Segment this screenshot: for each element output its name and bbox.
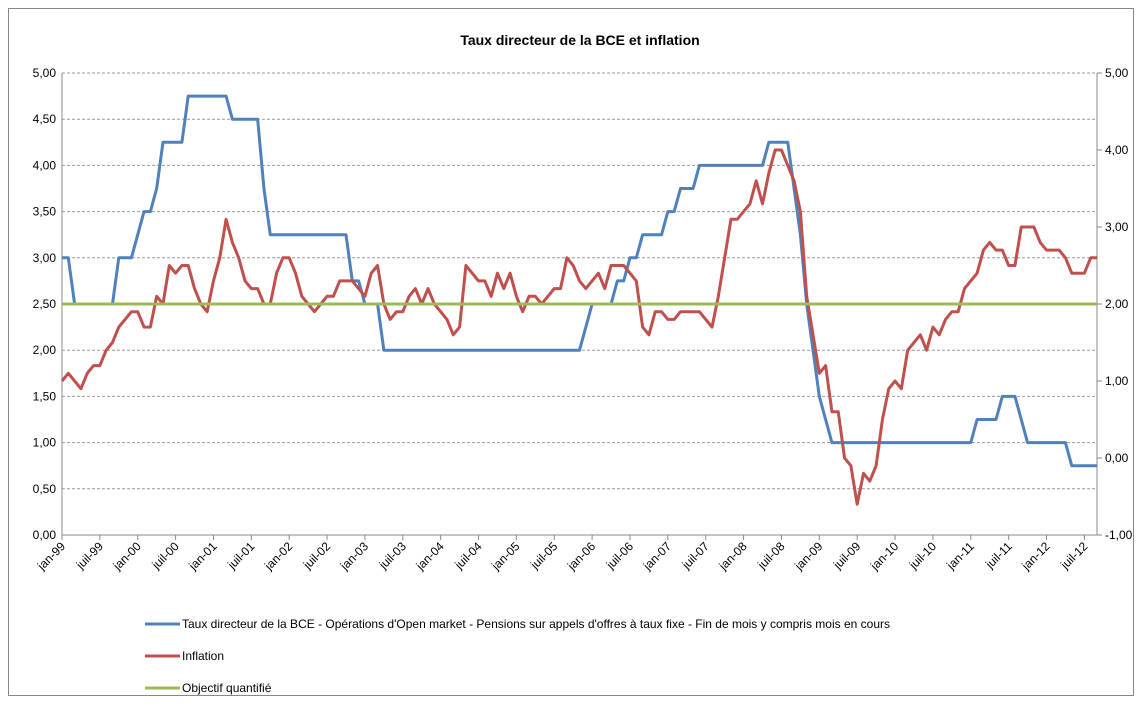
y2-tick-label: 2,00 <box>1105 297 1129 311</box>
chart-frame <box>8 8 1134 696</box>
y2-tick-label: 3,00 <box>1105 220 1129 234</box>
y-tick-label: 1,00 <box>33 436 57 450</box>
y-tick-label: 0,00 <box>33 528 57 542</box>
y2-tick-label: 4,00 <box>1105 143 1129 157</box>
y-tick-label: 1,50 <box>33 389 57 403</box>
y2-tick-label: 5,00 <box>1105 66 1129 80</box>
legend-label: Inflation <box>182 649 224 663</box>
y-tick-label: 3,50 <box>33 205 57 219</box>
series-line <box>62 94 1097 468</box>
legend-label: Taux directeur de la BCE - Opérations d'… <box>182 617 890 631</box>
y-tick-label: 4,50 <box>33 112 57 126</box>
series-line <box>60 148 1097 506</box>
y-tick-label: 2,00 <box>33 343 57 357</box>
y-tick-label: 5,00 <box>33 66 57 80</box>
y-tick-label: 2,50 <box>33 297 57 311</box>
y2-tick-label: 1,00 <box>1105 374 1129 388</box>
y-tick-label: 0,50 <box>33 482 57 496</box>
y-tick-label: 3,00 <box>33 251 57 265</box>
legend-label: Objectif quantifié <box>182 681 272 695</box>
y2-tick-label: 0,00 <box>1105 451 1129 465</box>
chart-title: Taux directeur de la BCE et inflation <box>460 32 699 48</box>
y2-tick-label: -1,00 <box>1105 528 1133 542</box>
y-tick-label: 4,00 <box>33 158 57 172</box>
